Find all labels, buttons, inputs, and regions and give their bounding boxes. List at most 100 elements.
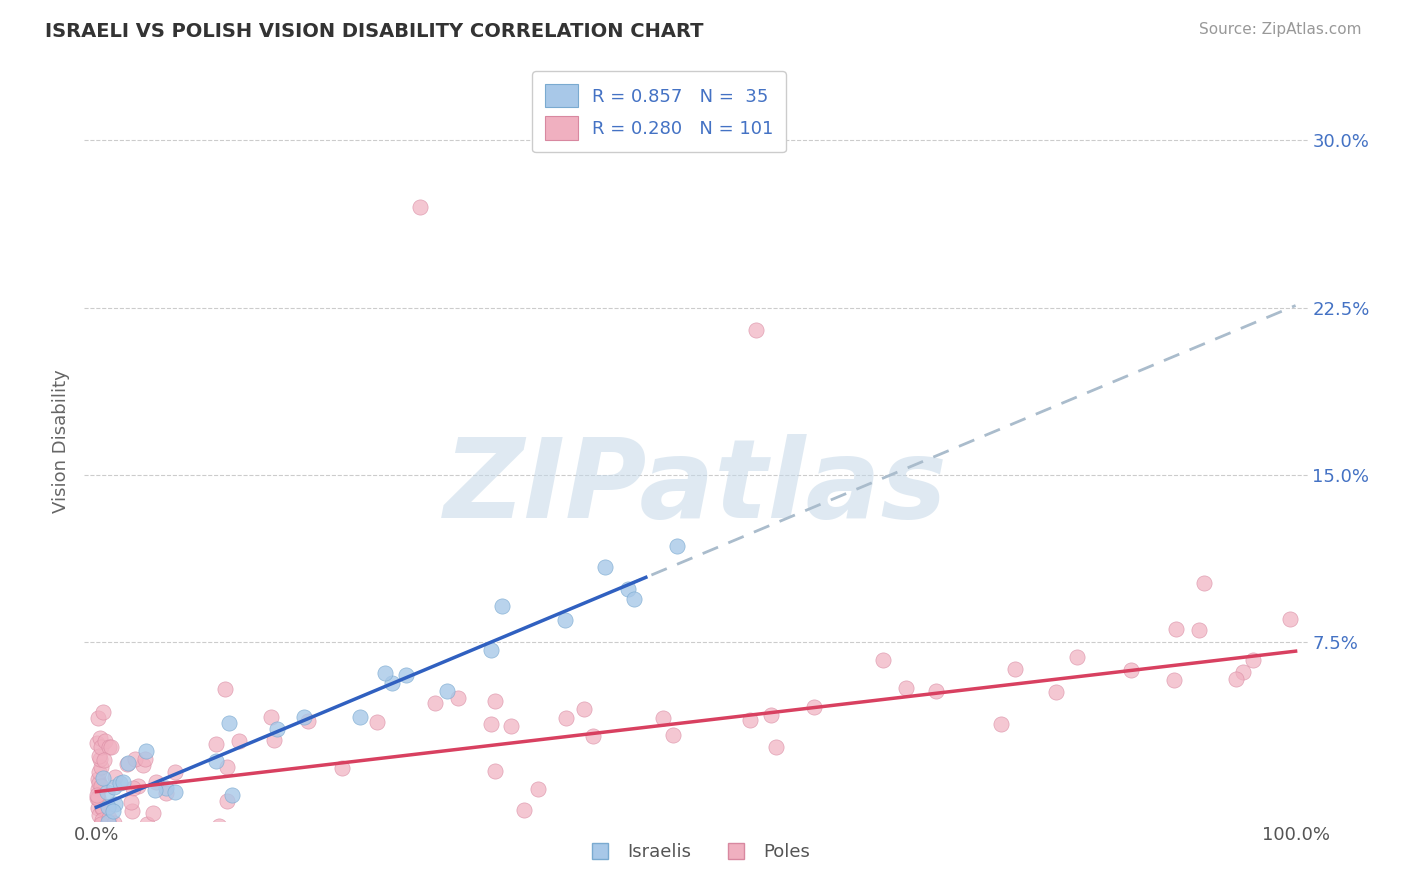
Point: [1164, 623, 1187, 637]
Point: [149, 830, 172, 844]
Point: [89, 764, 111, 779]
Point: [172, 828, 194, 842]
Point: [761, 707, 783, 722]
Point: [100, 739, 122, 754]
Point: [501, 719, 523, 733]
Point: [479, 642, 502, 657]
Point: [90, 830, 112, 844]
Point: [1066, 649, 1088, 664]
Point: [375, 827, 398, 841]
Point: [94, 734, 117, 748]
Point: [90, 740, 112, 755]
Point: [87, 776, 110, 790]
Point: [87, 781, 110, 796]
Point: [221, 788, 243, 802]
Text: ISRAELI VS POLISH VISION DISABILITY CORRELATION CHART: ISRAELI VS POLISH VISION DISABILITY CORR…: [45, 22, 703, 41]
Point: [484, 694, 506, 708]
Point: [484, 764, 506, 779]
Point: [349, 710, 371, 724]
Point: [205, 754, 228, 768]
Point: [112, 774, 135, 789]
Point: [87, 749, 110, 764]
Point: [651, 711, 673, 725]
Point: [135, 744, 157, 758]
Point: [103, 815, 125, 830]
Point: [90, 760, 112, 774]
Point: [114, 830, 136, 844]
Point: [103, 780, 125, 795]
Point: [155, 786, 177, 800]
Point: [86, 791, 108, 805]
Point: [218, 715, 240, 730]
Point: [1232, 665, 1254, 680]
Point: [513, 803, 536, 817]
Point: [90, 830, 112, 844]
Point: [572, 702, 595, 716]
Point: [121, 804, 143, 818]
Text: Source: ZipAtlas.com: Source: ZipAtlas.com: [1198, 22, 1361, 37]
Point: [108, 776, 131, 790]
Point: [127, 779, 149, 793]
Point: [1188, 623, 1211, 637]
Point: [90, 779, 112, 793]
Point: [122, 780, 145, 795]
Point: [104, 797, 127, 812]
Point: [87, 808, 110, 822]
Point: [89, 824, 111, 838]
Point: [1279, 612, 1302, 626]
Point: [260, 710, 283, 724]
Point: [98, 824, 121, 838]
Point: [91, 800, 114, 814]
Point: [1192, 576, 1215, 591]
Point: [89, 830, 111, 844]
Point: [86, 823, 108, 838]
Point: [155, 780, 177, 795]
Point: [263, 733, 285, 747]
Point: [124, 752, 146, 766]
Point: [447, 690, 470, 705]
Point: [266, 722, 288, 736]
Point: [662, 728, 685, 742]
Point: [436, 684, 458, 698]
Point: [1121, 663, 1143, 677]
Point: [765, 739, 787, 754]
Point: [617, 582, 640, 597]
Point: [217, 760, 239, 774]
Point: [554, 711, 576, 725]
Legend: Israelis, Poles: Israelis, Poles: [575, 836, 817, 869]
Point: [97, 799, 120, 814]
Point: [582, 729, 605, 743]
Point: [97, 815, 120, 830]
Point: [91, 772, 114, 786]
Point: [1004, 662, 1026, 676]
Point: [104, 770, 127, 784]
Point: [87, 772, 110, 786]
Point: [86, 788, 108, 802]
Point: [165, 764, 187, 779]
Point: [925, 683, 948, 698]
Point: [395, 667, 418, 681]
Point: [479, 717, 502, 731]
Point: [1045, 685, 1067, 699]
Point: [205, 737, 228, 751]
Point: [134, 752, 156, 766]
Point: [1225, 672, 1247, 686]
Point: [98, 740, 121, 755]
Point: [491, 599, 513, 613]
Point: [380, 676, 402, 690]
Point: [366, 714, 388, 729]
Point: [292, 710, 315, 724]
Point: [90, 830, 112, 844]
Point: [163, 785, 186, 799]
Point: [93, 753, 115, 767]
Point: [87, 824, 110, 838]
Point: [145, 775, 167, 789]
Point: [90, 801, 112, 815]
Point: [91, 705, 114, 719]
Point: [98, 812, 121, 826]
Point: [90, 830, 112, 844]
Point: [89, 731, 111, 746]
Point: [409, 201, 432, 215]
Point: [138, 827, 160, 841]
Point: [87, 824, 110, 838]
